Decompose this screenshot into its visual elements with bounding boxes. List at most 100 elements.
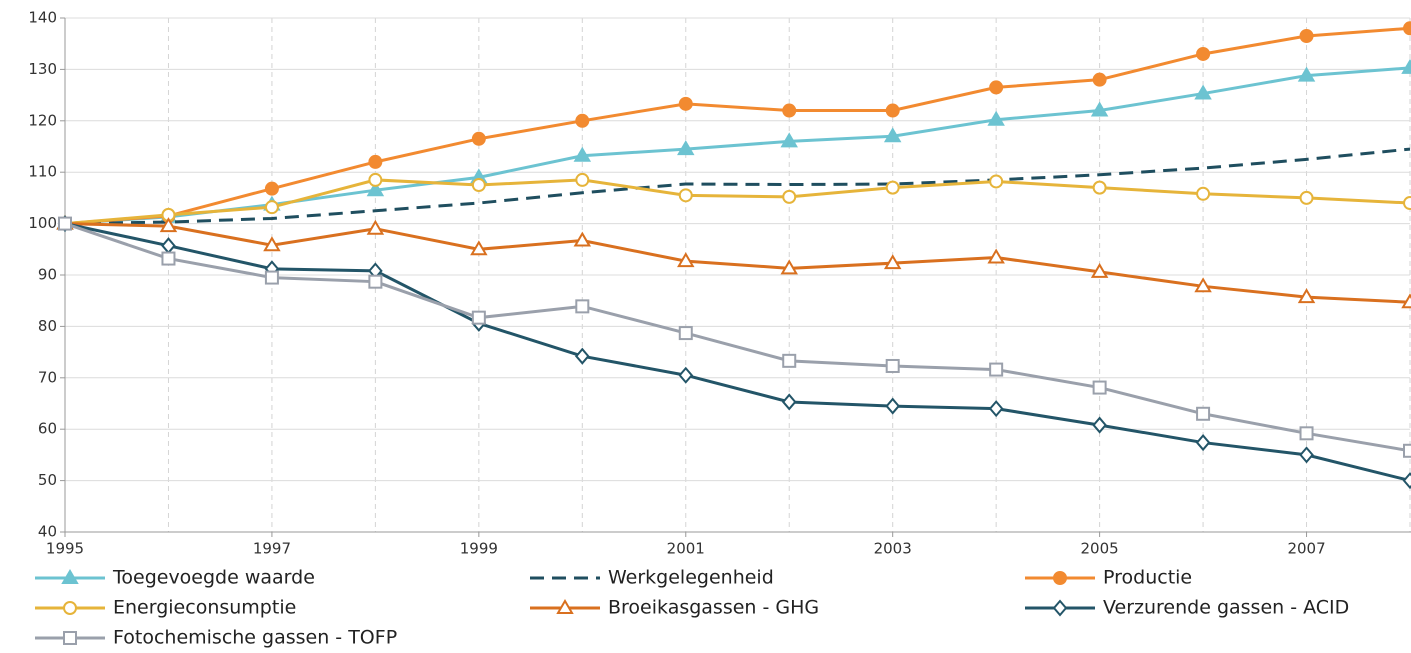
- point: [61, 569, 79, 584]
- legend-item: Energieconsumptie: [35, 597, 296, 619]
- point: [161, 251, 176, 266]
- x-tick-label: 2003: [874, 540, 912, 558]
- point: [368, 154, 383, 169]
- point: [782, 103, 797, 118]
- point: [368, 274, 383, 289]
- legend-item: Productie: [1025, 567, 1192, 589]
- series-line: [64, 222, 1411, 483]
- point: [1053, 571, 1067, 585]
- point: [1195, 434, 1211, 452]
- legend-label: Toegevoegde waarde: [112, 567, 315, 589]
- legend-label: Productie: [1103, 567, 1192, 589]
- point: [989, 80, 1004, 95]
- point: [574, 347, 590, 365]
- point: [58, 216, 72, 231]
- point: [63, 631, 77, 645]
- point: [1401, 58, 1411, 74]
- y-tick-label: 110: [28, 163, 57, 181]
- point: [1194, 277, 1212, 293]
- point: [1194, 84, 1212, 100]
- point: [573, 146, 592, 162]
- point: [1402, 472, 1411, 490]
- point: [780, 259, 798, 275]
- legend-item: Werkgelegenheid: [530, 567, 774, 589]
- point: [1297, 288, 1316, 304]
- x-tick-label: 2001: [667, 540, 705, 558]
- point: [988, 400, 1004, 418]
- x-tick-label: 1999: [460, 540, 498, 558]
- point: [1401, 293, 1411, 309]
- point: [885, 180, 900, 195]
- point: [989, 174, 1004, 189]
- y-tick-label: 130: [28, 60, 57, 78]
- point: [471, 131, 486, 146]
- point: [1052, 599, 1068, 617]
- y-tick-label: 140: [28, 9, 57, 27]
- point: [1196, 186, 1211, 201]
- x-tick-label: 2007: [1287, 540, 1325, 558]
- point: [161, 237, 176, 255]
- legend-label: Verzurende gassen - ACID: [1103, 597, 1349, 619]
- point: [1196, 46, 1211, 61]
- point: [1090, 101, 1109, 117]
- point: [575, 172, 590, 187]
- y-tick-label: 40: [38, 523, 57, 541]
- point: [470, 240, 488, 256]
- point: [264, 181, 279, 196]
- point: [1403, 196, 1411, 211]
- point: [1090, 262, 1109, 278]
- legend-item: Fotochemische gassen - TOFP: [35, 627, 397, 649]
- point: [987, 248, 1005, 264]
- point: [556, 599, 574, 614]
- point: [1299, 446, 1314, 464]
- y-tick-label: 120: [28, 111, 57, 129]
- series-line: [64, 147, 1411, 226]
- point: [1092, 72, 1107, 87]
- point: [885, 397, 901, 415]
- y-tick-label: 50: [38, 471, 57, 489]
- point: [1299, 426, 1314, 441]
- point: [883, 254, 902, 270]
- point: [1092, 416, 1107, 434]
- point: [1403, 21, 1411, 36]
- point: [989, 362, 1004, 377]
- point: [1299, 190, 1314, 205]
- y-tick-label: 80: [38, 317, 57, 335]
- point: [1092, 380, 1107, 395]
- point: [263, 236, 281, 252]
- y-tick-label: 60: [38, 420, 57, 438]
- point: [1299, 28, 1314, 43]
- x-tick-label: 1997: [253, 540, 291, 558]
- point: [678, 96, 693, 111]
- series-line: [64, 178, 1411, 226]
- point: [782, 189, 797, 204]
- y-tick-label: 90: [38, 266, 57, 284]
- legend-label: Werkgelegenheid: [608, 567, 774, 589]
- point: [678, 326, 693, 341]
- point: [63, 601, 77, 615]
- y-tick-label: 70: [38, 368, 57, 386]
- point: [575, 113, 590, 128]
- point: [782, 353, 797, 368]
- point: [1092, 180, 1107, 195]
- legend-item: Verzurende gassen - ACID: [1025, 597, 1349, 619]
- legend-label: Fotochemische gassen - TOFP: [113, 627, 397, 649]
- x-tick-label: 2005: [1081, 540, 1119, 558]
- point: [159, 217, 178, 233]
- point: [471, 178, 486, 193]
- legend-label: Broeikasgassen - GHG: [608, 597, 819, 619]
- point: [678, 366, 694, 384]
- point: [781, 393, 797, 411]
- series-line: [64, 26, 1411, 226]
- point: [885, 358, 900, 373]
- point: [677, 252, 695, 268]
- point: [471, 310, 486, 325]
- point: [1196, 406, 1211, 421]
- series-line: [64, 222, 1411, 304]
- legend-item: Toegevoegde waarde: [35, 567, 315, 589]
- point: [780, 132, 798, 148]
- point: [1403, 443, 1411, 458]
- point: [368, 172, 383, 187]
- point: [366, 181, 385, 197]
